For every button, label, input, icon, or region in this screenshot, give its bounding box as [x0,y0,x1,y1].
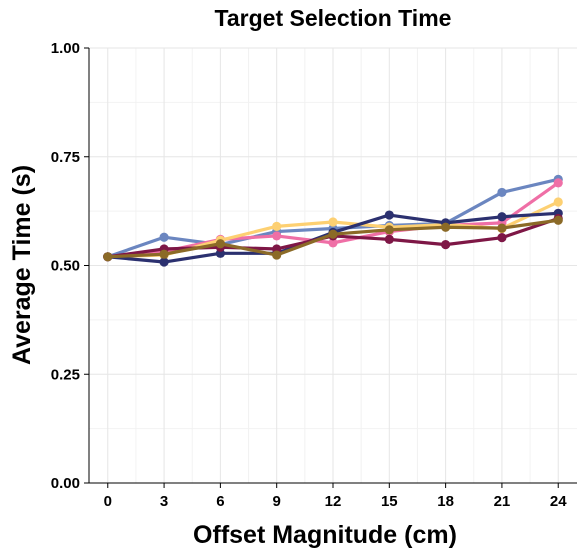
x-tick-label: 6 [216,493,224,510]
x-tick-label: 12 [325,493,342,510]
y-axis-ticks: 0.00 0.25 0.50 0.75 1.00 [51,40,89,492]
data-point [553,197,563,207]
data-point [441,222,451,232]
data-point [328,217,338,227]
data-point [272,221,282,231]
x-tick-label: 21 [494,493,511,510]
series-group [103,174,563,267]
data-point [384,234,394,244]
x-tick-label: 0 [104,493,112,510]
data-point [272,231,282,241]
data-point [497,212,507,222]
data-point [497,187,507,198]
y-tick-label: 0.00 [51,475,80,492]
x-tick-label: 3 [160,493,168,510]
data-point [103,252,113,262]
x-axis-label: Offset Magnitude (cm) [193,521,457,549]
data-point [328,229,338,239]
x-tick-label: 18 [437,493,454,510]
data-point [441,240,451,250]
x-tick-label: 24 [550,493,567,510]
chart-title: Target Selection Time [215,5,452,31]
x-tick-label: 15 [381,493,398,510]
y-tick-label: 0.75 [51,149,80,166]
y-tick-label: 0.25 [51,366,80,383]
y-tick-label: 1.00 [51,40,80,57]
data-point [553,178,563,188]
y-axis-label: Average Time (s) [8,165,36,365]
x-axis-ticks: 0 3 6 9 12 15 18 21 24 [104,483,567,510]
data-point [272,250,282,260]
data-point [159,249,169,259]
series-6 [103,215,563,262]
data-point [159,257,169,267]
data-point [553,215,563,225]
data-point [384,210,394,220]
y-tick-label: 0.50 [51,258,80,275]
data-point [497,223,507,233]
data-point [384,225,394,235]
data-point [215,239,225,249]
data-point [159,232,169,242]
data-point [328,238,338,248]
data-point [497,233,507,243]
x-tick-label: 9 [273,493,281,510]
